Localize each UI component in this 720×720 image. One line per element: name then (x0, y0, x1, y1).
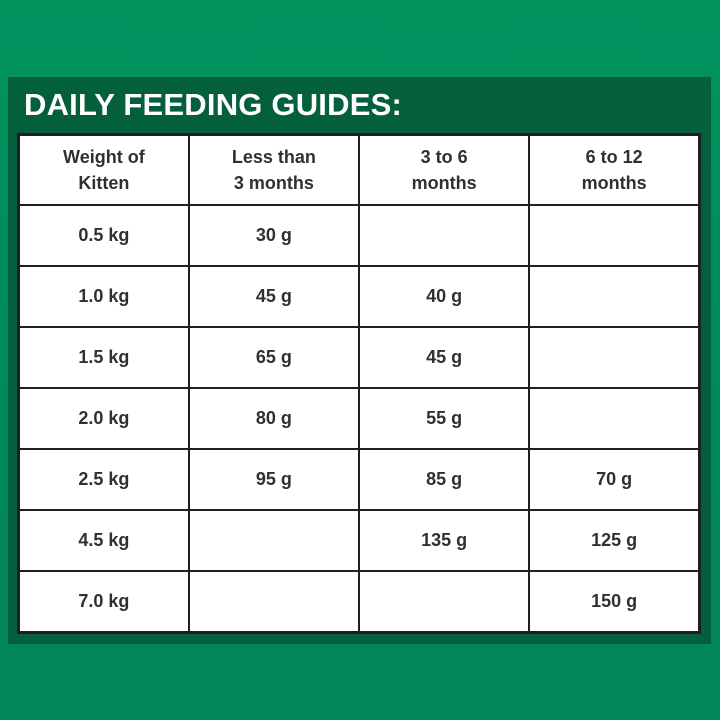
col-header-weight: Weight of Kitten (17, 133, 190, 206)
table-row: 2.0 kg 80 g 55 g (17, 387, 701, 450)
cell-6to12months (528, 204, 701, 267)
cell-3to6months: 40 g (357, 265, 531, 328)
table-row: 2.5 kg 95 g 85 g 70 g (17, 448, 701, 511)
cell-6to12months: 125 g (528, 509, 701, 572)
cell-lt3months: 45 g (187, 265, 361, 328)
cell-3to6months: 55 g (357, 387, 531, 450)
cell-6to12months: 150 g (528, 570, 701, 633)
col-header-3-to-6-months: 3 to 6 months (357, 133, 531, 206)
cell-6to12months (528, 265, 701, 328)
cell-weight: 0.5 kg (17, 204, 190, 267)
col-header-less-than-3-months: Less than 3 months (187, 133, 361, 206)
page-title: DAILY FEEDING GUIDES: (24, 87, 402, 122)
cell-lt3months (187, 509, 361, 572)
table-row: 1.5 kg 65 g 45 g (17, 326, 701, 389)
cell-6to12months (528, 387, 701, 450)
cell-weight: 4.5 kg (17, 509, 190, 572)
header-line: Less than (231, 147, 316, 167)
cell-weight: 1.5 kg (17, 326, 190, 389)
header-line: months (411, 173, 477, 193)
cell-lt3months: 65 g (187, 326, 361, 389)
cell-lt3months (187, 570, 361, 633)
table-row: 4.5 kg 135 g 125 g (17, 509, 701, 572)
cell-weight: 7.0 kg (17, 570, 190, 633)
cell-lt3months: 95 g (187, 448, 361, 511)
cell-6to12months (528, 326, 701, 389)
table-row: 0.5 kg 30 g (17, 204, 701, 267)
feeding-guide-panel: DAILY FEEDING GUIDES: Weight of Kitten L… (8, 77, 711, 644)
header-line: Kitten (78, 173, 130, 193)
cell-lt3months: 80 g (187, 387, 361, 450)
header-line: months (581, 173, 647, 193)
cell-lt3months: 30 g (187, 204, 361, 267)
cell-weight: 2.5 kg (17, 448, 190, 511)
header-line: Weight of (63, 147, 145, 167)
cell-weight: 2.0 kg (17, 387, 190, 450)
cell-3to6months (357, 570, 531, 633)
header-line: 3 months (233, 173, 314, 193)
table-header-row: Weight of Kitten Less than 3 months 3 to… (17, 133, 701, 206)
cell-3to6months (357, 204, 531, 267)
header-line: 3 to 6 (420, 147, 468, 167)
feeding-guide-table: Weight of Kitten Less than 3 months 3 to… (17, 133, 701, 634)
header-line: 6 to 12 (585, 147, 643, 167)
col-header-6-to-12-months: 6 to 12 months (528, 133, 701, 206)
table-row: 1.0 kg 45 g 40 g (17, 265, 701, 328)
table-row: 7.0 kg 150 g (17, 570, 701, 633)
cell-3to6months: 45 g (357, 326, 531, 389)
cell-3to6months: 85 g (357, 448, 531, 511)
cell-weight: 1.0 kg (17, 265, 190, 328)
cell-3to6months: 135 g (357, 509, 531, 572)
cell-6to12months: 70 g (528, 448, 701, 511)
